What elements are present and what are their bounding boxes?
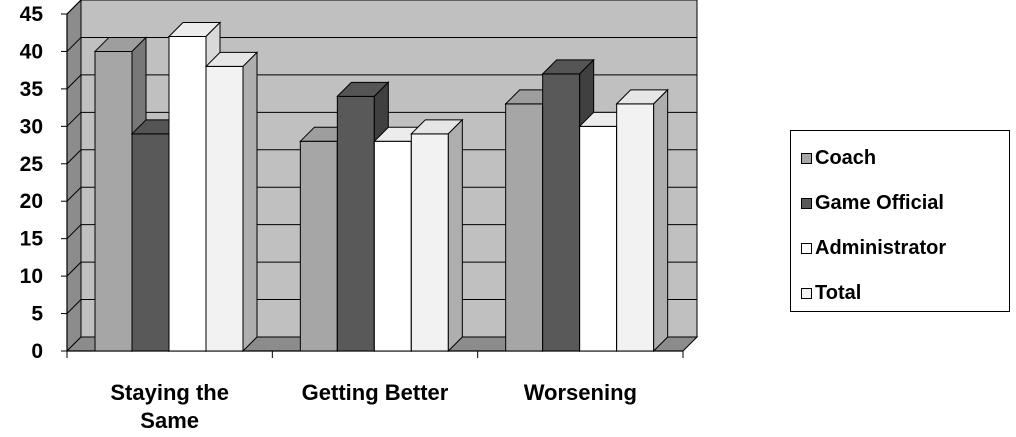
y-tick-label: 35 (20, 78, 44, 101)
bar-front (373, 140, 412, 352)
y-tick-label: 30 (20, 115, 43, 138)
bar-front (299, 140, 338, 352)
bar-front (336, 95, 375, 352)
bars (93, 21, 669, 353)
y-tick-label: 0 (31, 340, 43, 363)
bar-front (542, 73, 581, 352)
legend-swatch (801, 152, 812, 164)
gridline (66, 36, 697, 52)
x-category-labels: Staying the Same Getting Better Worsening (110, 380, 637, 433)
gridline (66, 0, 697, 15)
bar-front (94, 50, 133, 352)
legend-label: Total (815, 281, 862, 304)
bar-front (505, 103, 544, 352)
x-category-label: Staying the Same (110, 380, 229, 433)
bar-side (447, 118, 463, 353)
y-tick-label: 45 (20, 3, 44, 26)
bar-front (205, 65, 244, 352)
y-tick-label: 25 (20, 153, 44, 176)
y-tick-labels: 0 5 10 15 20 25 30 35 40 45 (20, 3, 44, 363)
y-tick-label: 5 (31, 303, 43, 326)
x-category-label: Getting Better (302, 380, 449, 405)
bar-front (579, 125, 618, 352)
bar-front (616, 103, 655, 352)
gridline (66, 299, 697, 314)
legend-label: Coach (815, 146, 877, 169)
gridlines (66, 0, 697, 314)
bar (615, 88, 669, 353)
gridline (66, 224, 697, 240)
legend-item: Total (791, 276, 1009, 310)
bar-front (131, 133, 170, 352)
bar (410, 118, 464, 353)
y-tick-label: 40 (20, 40, 43, 63)
legend-item: Game Official (791, 186, 1009, 220)
legend-label: Game Official (815, 191, 944, 214)
legend-label: Administrator (815, 236, 947, 259)
legend-swatch (801, 287, 812, 299)
bar-front (410, 133, 449, 352)
x-category-label: Worsening (524, 380, 637, 405)
y-tick-label: 10 (20, 265, 43, 288)
y-tick-label: 20 (20, 190, 43, 213)
bar-front (168, 35, 207, 352)
legend-item: Coach (791, 141, 1009, 175)
gridline (66, 261, 697, 277)
legend: Coach Game Official Administrator Total (790, 130, 1010, 312)
side-wall (66, 0, 82, 353)
bar-side (653, 88, 669, 353)
legend-swatch (801, 242, 812, 254)
gridline (66, 149, 697, 165)
bar-side (242, 51, 258, 353)
gridline (66, 111, 697, 127)
gridline (66, 74, 697, 90)
bar (204, 51, 259, 353)
gridline (66, 186, 697, 202)
legend-swatch (801, 197, 812, 209)
legend-item: Administrator (791, 231, 1009, 265)
y-tick-label: 15 (20, 228, 44, 251)
